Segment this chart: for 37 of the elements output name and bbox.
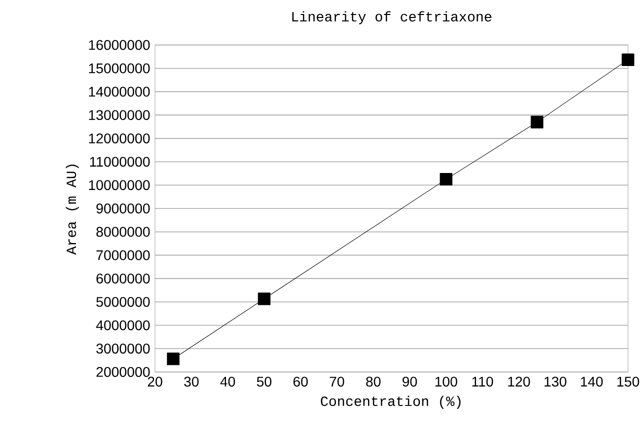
y-tick-label: 7000000 bbox=[96, 250, 150, 260]
y-tick-label: 12000000 bbox=[89, 133, 150, 144]
x-tick-label: 40 bbox=[220, 376, 236, 387]
point bbox=[622, 53, 634, 66]
x-tick-label: 50 bbox=[256, 376, 272, 387]
point bbox=[440, 173, 452, 186]
y-tick-label: 2000000 bbox=[96, 367, 150, 377]
x-tick-label: 120 bbox=[508, 376, 530, 387]
y-tick-label: 14000000 bbox=[89, 86, 150, 97]
y-tick-label: 11000000 bbox=[90, 156, 150, 167]
y-tick-label: 6000000 bbox=[96, 274, 150, 284]
x-tick-label: 20 bbox=[148, 376, 162, 387]
y-tick-label: 4000000 bbox=[96, 320, 150, 330]
x-tick-label: 150 bbox=[617, 376, 640, 387]
x-tick-label: 60 bbox=[293, 376, 308, 387]
x-tick-label: 80 bbox=[366, 376, 381, 387]
y-tick-label: 5000000 bbox=[96, 296, 150, 307]
x-tick-label: 130 bbox=[544, 376, 566, 387]
point bbox=[166, 352, 180, 366]
y-tick-label: 3000000 bbox=[96, 344, 150, 354]
y-tick-label: 13000000 bbox=[89, 110, 150, 120]
x-tick-label: 70 bbox=[330, 376, 344, 387]
chart-title: Linearity of ceftriaxone bbox=[292, 11, 492, 24]
x-tick-label: 30 bbox=[184, 376, 199, 387]
x-axis-title: Concentration (%) bbox=[320, 396, 461, 409]
x-tick-label: 110 bbox=[472, 376, 494, 387]
point bbox=[530, 116, 544, 128]
y-tick-label: 15000000 bbox=[89, 63, 150, 74]
y-tick-label: 8000000 bbox=[96, 226, 150, 237]
y-tick-label: 10000000 bbox=[89, 180, 150, 190]
y-tick-label: 16000000 bbox=[89, 40, 150, 50]
x-tick-label: 90 bbox=[402, 376, 417, 387]
y-axis-title: Area (m AU) bbox=[66, 164, 79, 255]
x-tick-label: 140 bbox=[581, 376, 603, 387]
y-tick-label: 9000000 bbox=[96, 204, 150, 214]
point bbox=[258, 292, 270, 306]
x-tick-label: 100 bbox=[435, 376, 458, 387]
